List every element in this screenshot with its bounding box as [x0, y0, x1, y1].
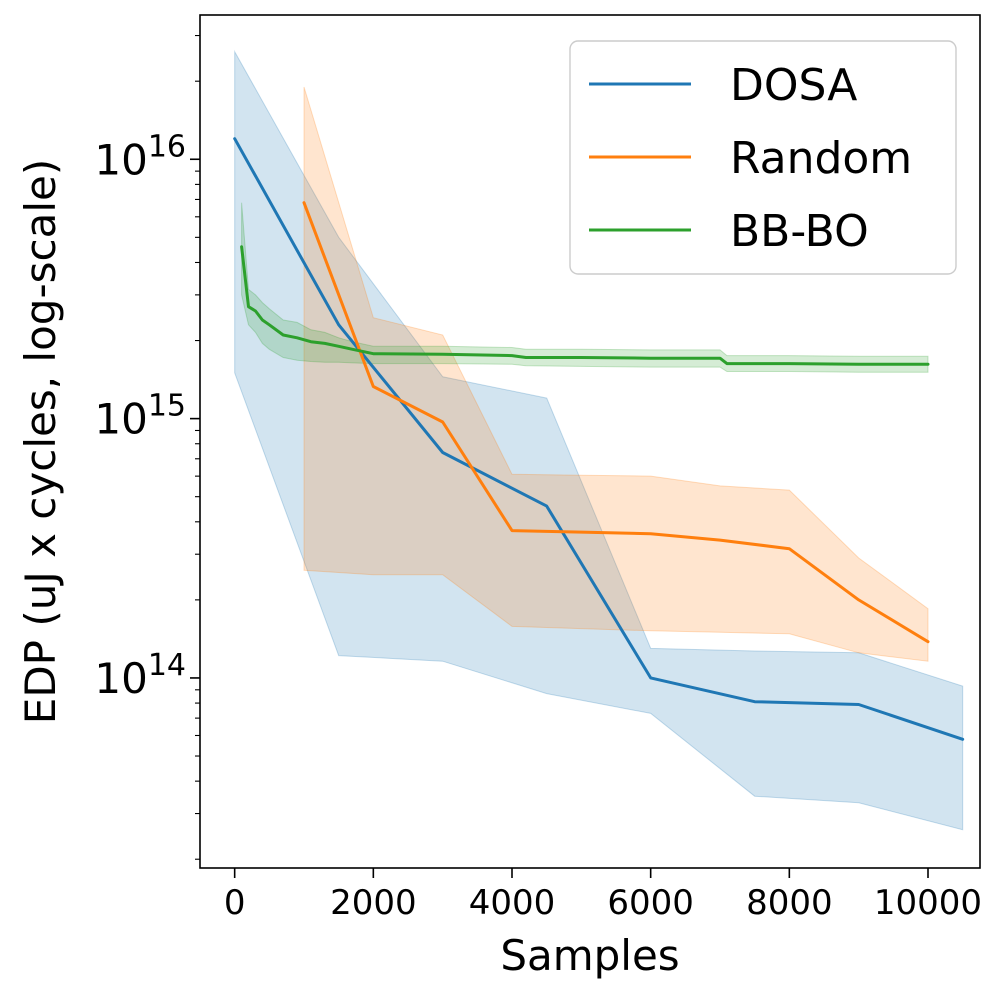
plot-frame: [199, 14, 981, 869]
band-bb-bo: [241, 202, 929, 373]
band-dosa: [234, 49, 964, 831]
x-tick-label: 0: [224, 883, 246, 923]
x-tick-label: 2000: [330, 883, 417, 923]
confidence-bands: [234, 49, 964, 831]
x-tick-label: 8000: [746, 883, 833, 923]
x-tick-label: 4000: [469, 883, 556, 923]
y-tick-base: 10: [94, 135, 147, 184]
legend-label-bb-bo: BB-BO: [730, 206, 869, 257]
y-tick-exponent: 16: [148, 129, 186, 164]
line-bb-bo: [240, 245, 930, 366]
x-tick-label: 10000: [874, 883, 982, 923]
y-tick-label: 1014: [94, 648, 186, 703]
x-tick-label: 6000: [607, 883, 694, 923]
line-random: [302, 201, 930, 644]
legend-box: [569, 40, 957, 275]
y-axis-title: EDP (uJ x cycles, log-scale): [16, 159, 65, 724]
y-tick-base: 10: [94, 654, 147, 703]
y-tick-base: 10: [94, 395, 147, 444]
legend-label-random: Random: [730, 133, 912, 184]
x-axis: 0 2000 4000 6000 8000 10000: [224, 868, 982, 923]
y-tick-label: 1015: [94, 389, 186, 444]
x-axis-title: Samples: [500, 931, 679, 980]
y-tick-exponent: 14: [148, 648, 186, 683]
series-lines: [233, 137, 965, 741]
legend-label-dosa: DOSA: [730, 60, 857, 111]
legend: DOSA Random BB-BO: [569, 40, 957, 275]
line-dosa: [233, 137, 965, 741]
band-random: [303, 86, 929, 662]
y-tick-exponent: 15: [148, 389, 186, 424]
y-tick-label: 1016: [94, 129, 186, 184]
